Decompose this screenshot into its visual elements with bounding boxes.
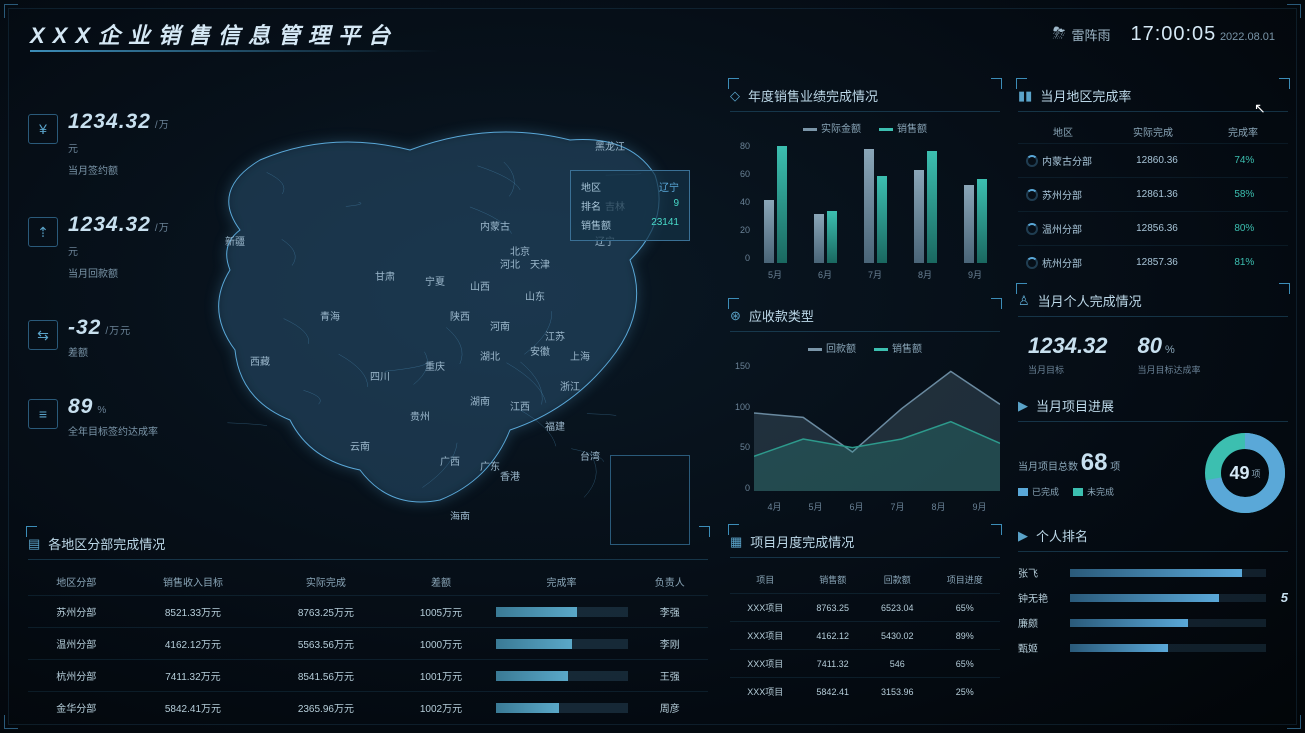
rank-row: 张飞 [1018, 560, 1288, 585]
app-title: XXX企业销售信息管理平台 [30, 18, 398, 50]
date: 2022.08.01 [1220, 31, 1275, 43]
table-row[interactable]: 温州分部12856.3680% [1018, 211, 1288, 245]
weather-icon: ⛈ [1053, 25, 1066, 43]
svg-text:贵州: 贵州 [410, 410, 430, 423]
annual-sales-panel: ◇年度销售业绩完成情况 实际金额 销售额 806040200 5月6月7月8月9… [730, 80, 1000, 285]
clock: 17:00:05 [1130, 23, 1216, 45]
table-row[interactable]: 苏州分部8521.33万元8763.25万元1005万元 李强 [28, 596, 708, 628]
header: XXX企业销售信息管理平台 ⛈ 雷阵雨 17:00:05 2022.08.01 [30, 14, 1275, 54]
rank-row: 廉颇 [1018, 610, 1288, 635]
svg-text:天津: 天津 [530, 259, 550, 271]
svg-text:重庆: 重庆 [425, 360, 445, 373]
svg-text:山西: 山西 [470, 281, 490, 293]
svg-text:江西: 江西 [510, 401, 530, 413]
project-month-table: 项目销售额回款额项目进度XXX项目8763.256523.0465%XXX项目4… [730, 566, 1000, 705]
svg-text:陕西: 陕西 [450, 310, 470, 323]
svg-text:北京: 北京 [510, 245, 530, 258]
kpi-icon: ⇡ [28, 217, 58, 247]
cursor-icon: ↖ [1254, 100, 1266, 117]
svg-text:内蒙古: 内蒙古 [480, 220, 510, 233]
personal-panel: ♙当月个人完成情况 1234.32 当月目标 80% 当月目标达成率 [1018, 285, 1288, 385]
svg-text:安徽: 安徽 [530, 345, 550, 358]
region-table: 地区分部销售收入目标实际完成差额完成率负责人 苏州分部8521.33万元8763… [28, 568, 708, 723]
table-row[interactable]: 温州分部4162.12万元5563.56万元1000万元 李刚 [28, 628, 708, 660]
ranking-panel: ▶个人排名 张飞 钟无艳 5 廉颇 甄姬 [1018, 520, 1288, 660]
svg-text:福建: 福建 [545, 420, 565, 433]
table-row[interactable]: XXX项目7411.3254665% [730, 650, 1000, 678]
weather-text: 雷阵雨 [1071, 25, 1110, 44]
svg-text:广西: 广西 [440, 456, 460, 468]
table-row[interactable]: 金华分部5842.41万元2365.96万元1002万元 周彦 [28, 692, 708, 724]
svg-text:四川: 四川 [370, 372, 390, 383]
svg-text:青海: 青海 [320, 310, 340, 323]
table-row[interactable]: 杭州分部12857.3681% [1018, 245, 1288, 279]
receivable-area-chart: 150100500 4月5月6月7月8月9月 [754, 361, 1000, 511]
kpi-icon: ¥ [28, 114, 58, 144]
annual-bar-chart: 806040200 5月6月7月8月9月 [750, 141, 1000, 281]
svg-text:西藏: 西藏 [250, 356, 270, 368]
svg-text:甘肃: 甘肃 [375, 270, 395, 283]
kpi-icon: ≡ [28, 399, 58, 429]
china-map[interactable]: 黑龙江内蒙古吉林辽宁北京河北天津新疆甘肃宁夏山西山东青海陕西河南江苏西藏四川重庆… [150, 70, 705, 520]
rank-row: 甄姬 [1018, 635, 1288, 660]
svg-text:河北: 河北 [500, 259, 520, 271]
table-row[interactable]: XXX项目5842.413153.9625% [730, 678, 1000, 706]
kpi-icon: ⇆ [28, 320, 58, 350]
receivable-panel: ⊛应收款类型 回款额 销售额 150100500 4月5月6月7月8月9月 [730, 300, 1000, 510]
project-month-panel: ▦项目月度完成情况 项目销售额回款额项目进度XXX项目8763.256523.0… [730, 526, 1000, 705]
table-row[interactable]: 杭州分部7411.32万元8541.56万元1001万元 王强 [28, 660, 708, 692]
list-icon: ▤ [28, 536, 40, 552]
yen-icon: ⊛ [730, 308, 741, 324]
table-row[interactable]: XXX项目8763.256523.0465% [730, 594, 1000, 622]
rank-row: 钟无艳 5 [1018, 585, 1288, 610]
svg-text:河南: 河南 [490, 320, 510, 333]
user-icon: ♙ [1018, 293, 1030, 309]
svg-text:海南: 海南 [450, 510, 470, 520]
svg-text:宁夏: 宁夏 [425, 275, 445, 288]
region-complete-panel: ▮▮当月地区完成率 地区实际完成完成率 内蒙古分部12860.3674% 苏州分… [1018, 80, 1288, 275]
table-row[interactable]: 苏州分部12861.3658% [1018, 177, 1288, 211]
svg-text:江苏: 江苏 [545, 330, 565, 343]
play-icon: ▶ [1018, 528, 1028, 544]
map-tooltip: 地区辽宁 排名9 销售额23141 [570, 170, 690, 241]
svg-text:云南: 云南 [350, 440, 370, 453]
svg-text:山东: 山东 [525, 290, 545, 303]
svg-text:黑龙江: 黑龙江 [595, 140, 625, 153]
table-row[interactable]: XXX项目4162.125430.0289% [730, 622, 1000, 650]
svg-text:湖北: 湖北 [480, 351, 500, 363]
bar-icon: ▮▮ [1018, 88, 1032, 104]
doc-icon: ▦ [730, 534, 742, 550]
svg-text:上海: 上海 [570, 350, 590, 363]
svg-text:香港: 香港 [500, 471, 520, 483]
progress-donut: 49项 [1202, 430, 1288, 516]
table-row[interactable]: 内蒙古分部12860.3674% [1018, 143, 1288, 177]
svg-text:浙江: 浙江 [560, 381, 580, 393]
svg-text:台湾: 台湾 [580, 450, 600, 463]
svg-text:新疆: 新疆 [225, 235, 245, 248]
progress-panel: ▶当月项目进展 当月项目总数 68 项 已完成 未完成 49项 [1018, 390, 1288, 510]
region-table-title: 各地区分部完成情况 [48, 534, 165, 553]
region-table-panel: ▤ 各地区分部完成情况 地区分部销售收入目标实际完成差额完成率负责人 苏州分部85… [28, 528, 708, 723]
svg-text:广东: 广东 [480, 460, 500, 473]
weather: ⛈ 雷阵雨 [1053, 25, 1111, 44]
play-icon: ▶ [1018, 398, 1028, 414]
tag-icon: ◇ [730, 88, 740, 104]
svg-text:湖南: 湖南 [470, 395, 490, 408]
